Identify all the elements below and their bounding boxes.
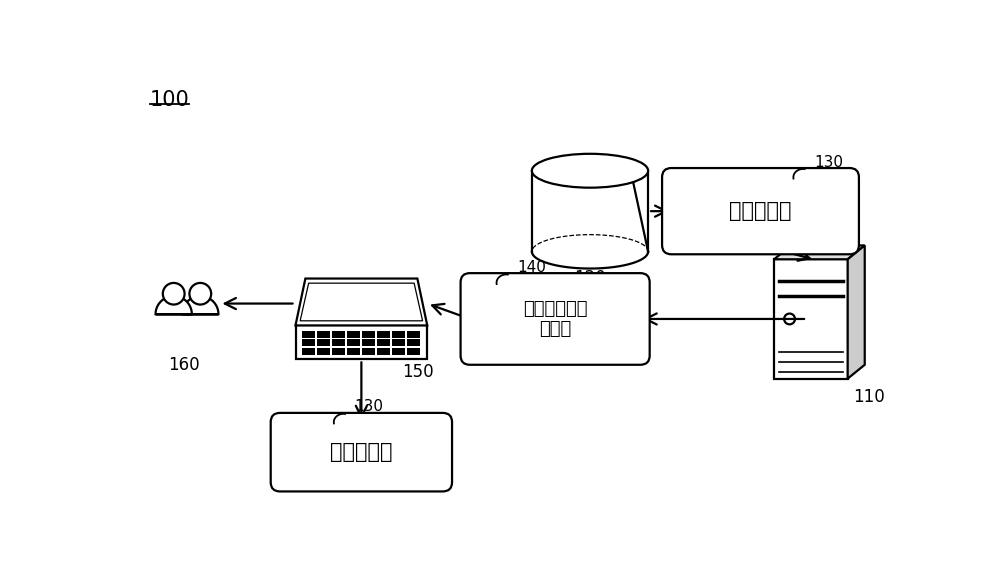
Polygon shape: [392, 348, 405, 355]
Polygon shape: [362, 331, 375, 338]
Polygon shape: [332, 331, 345, 338]
Text: 多媒体信息: 多媒体信息: [729, 201, 792, 221]
Polygon shape: [296, 325, 427, 360]
Text: 140: 140: [517, 260, 546, 275]
Polygon shape: [407, 339, 420, 346]
Polygon shape: [317, 348, 330, 355]
Polygon shape: [392, 331, 405, 338]
Text: 130: 130: [814, 155, 843, 170]
Polygon shape: [182, 296, 218, 314]
Text: 120: 120: [574, 269, 606, 287]
Polygon shape: [302, 348, 315, 355]
Polygon shape: [332, 348, 345, 355]
Polygon shape: [848, 245, 865, 379]
Polygon shape: [156, 296, 192, 314]
Text: 110: 110: [854, 389, 885, 406]
Circle shape: [189, 283, 211, 305]
Polygon shape: [317, 331, 330, 338]
Polygon shape: [774, 245, 865, 259]
Polygon shape: [302, 331, 315, 338]
Polygon shape: [362, 339, 375, 346]
Polygon shape: [347, 331, 360, 338]
Polygon shape: [347, 348, 360, 355]
Polygon shape: [362, 348, 375, 355]
Text: 130: 130: [354, 400, 383, 415]
Text: 多媒体信息: 多媒体信息: [330, 442, 393, 462]
Text: 160: 160: [168, 356, 199, 374]
Text: 100: 100: [150, 90, 190, 110]
Polygon shape: [377, 331, 390, 338]
Polygon shape: [377, 339, 390, 346]
Polygon shape: [407, 331, 420, 338]
FancyBboxPatch shape: [271, 413, 452, 492]
Polygon shape: [532, 171, 648, 252]
FancyBboxPatch shape: [461, 273, 650, 365]
Polygon shape: [317, 339, 330, 346]
Circle shape: [163, 283, 185, 305]
Polygon shape: [332, 339, 345, 346]
Polygon shape: [296, 278, 427, 325]
FancyBboxPatch shape: [662, 168, 859, 254]
Polygon shape: [300, 283, 423, 321]
Text: 150: 150: [402, 363, 433, 381]
Polygon shape: [392, 339, 405, 346]
Polygon shape: [774, 259, 848, 379]
Polygon shape: [302, 339, 315, 346]
Text: 携带弹幕的视
频数据: 携带弹幕的视 频数据: [523, 299, 587, 338]
Polygon shape: [347, 339, 360, 346]
Polygon shape: [407, 348, 420, 355]
Ellipse shape: [532, 154, 648, 188]
Polygon shape: [377, 348, 390, 355]
